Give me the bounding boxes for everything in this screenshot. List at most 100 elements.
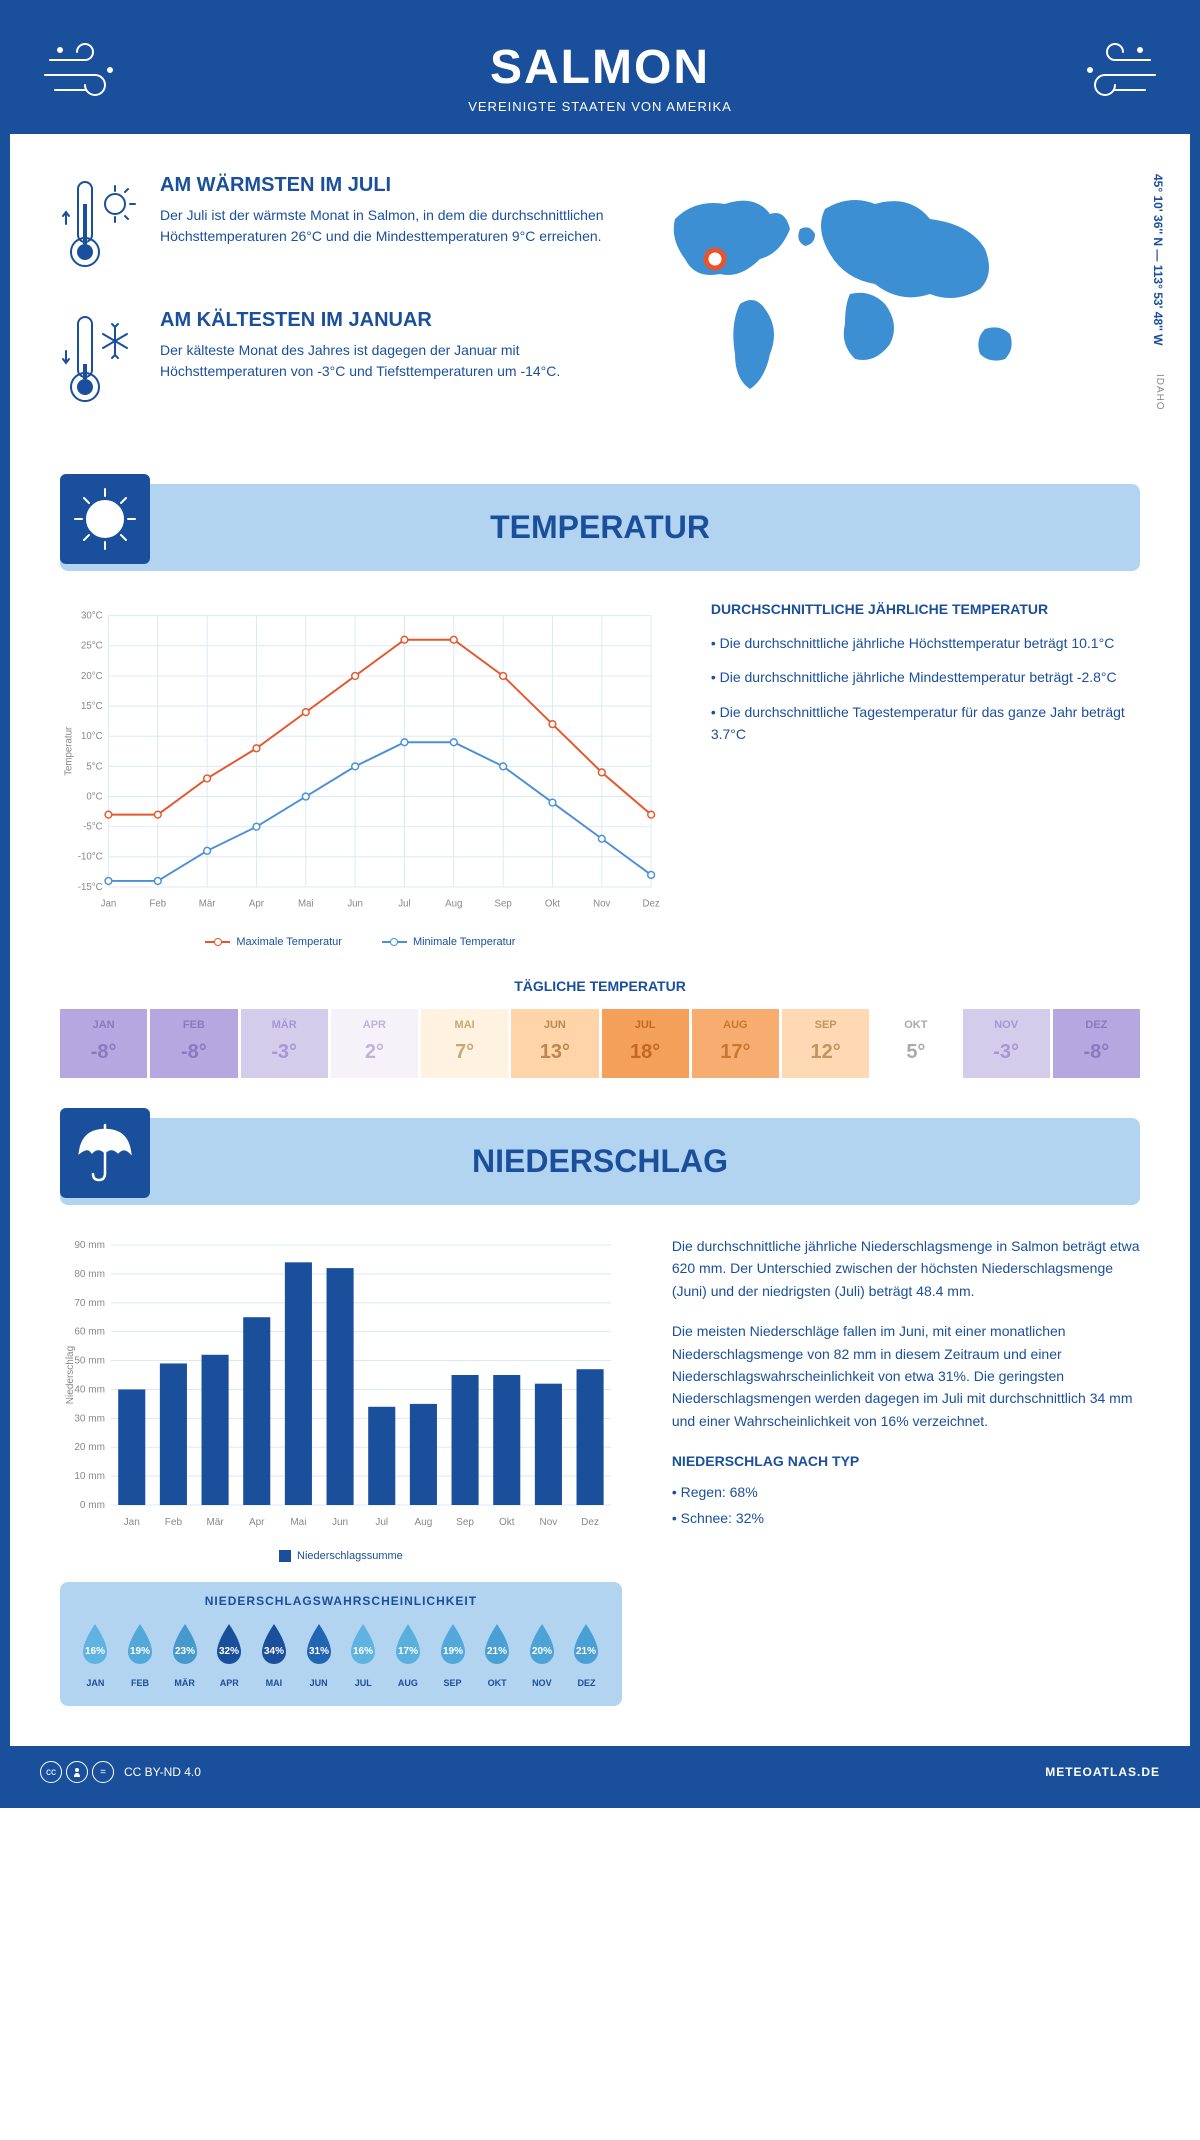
coldest-text: Der kälteste Monat des Jahres ist dagege… (160, 340, 605, 382)
wind-icon (40, 35, 130, 110)
svg-text:Sep: Sep (456, 1517, 474, 1528)
thermometer-hot-icon (60, 174, 140, 279)
daily-temp-cell: NOV-3° (963, 1009, 1050, 1078)
sun-icon (60, 474, 150, 564)
svg-text:20 mm: 20 mm (74, 1442, 105, 1453)
svg-text:30 mm: 30 mm (74, 1413, 105, 1424)
svg-text:Feb: Feb (149, 898, 166, 909)
svg-text:Nov: Nov (593, 898, 610, 909)
daily-temp-cell: FEB-8° (150, 1009, 237, 1078)
daily-temp-title: TÄGLICHE TEMPERATUR (60, 978, 1140, 994)
svg-text:20%: 20% (532, 1646, 552, 1657)
svg-text:34%: 34% (264, 1646, 284, 1657)
probability-drop: 31%JUN (298, 1620, 339, 1688)
svg-text:10°C: 10°C (81, 731, 103, 742)
svg-text:23%: 23% (175, 1646, 195, 1657)
temp-section-title: TEMPERATUR (490, 509, 710, 546)
header: SALMON VEREINIGTE STAATEN VON AMERIKA (10, 10, 1190, 134)
daily-temp-cell: SEP12° (782, 1009, 869, 1078)
svg-text:Jan: Jan (101, 898, 117, 909)
legend-precip: Niederschlagssumme (279, 1550, 403, 1562)
svg-text:Nov: Nov (540, 1517, 558, 1528)
probability-drop: 16%JAN (75, 1620, 116, 1688)
svg-text:32%: 32% (219, 1646, 239, 1657)
svg-text:50 mm: 50 mm (74, 1356, 105, 1367)
probability-drop: 32%APR (209, 1620, 250, 1688)
svg-text:Dez: Dez (643, 898, 660, 909)
svg-text:31%: 31% (309, 1646, 329, 1657)
probability-drop: 23%MÄR (164, 1620, 205, 1688)
svg-text:Okt: Okt (499, 1517, 515, 1528)
wind-icon (1070, 35, 1160, 110)
svg-text:Aug: Aug (415, 1517, 433, 1528)
precip-section-title: NIEDERSCHLAG (472, 1143, 728, 1180)
probability-drop: 16%JUL (343, 1620, 384, 1688)
daily-temp-grid: JAN-8°FEB-8°MÄR-3°APR2°MAI7°JUN13°JUL18°… (60, 1009, 1140, 1078)
svg-text:20°C: 20°C (81, 671, 103, 682)
cc-icons: cc = (40, 1761, 114, 1783)
svg-text:10 mm: 10 mm (74, 1471, 105, 1482)
daily-temp-cell: JAN-8° (60, 1009, 147, 1078)
coldest-fact: AM KÄLTESTEN IM JANUAR Der kälteste Mona… (60, 309, 605, 414)
daily-temp-cell: JUN13° (511, 1009, 598, 1078)
svg-text:Jun: Jun (347, 898, 363, 909)
site-name: METEOATLAS.DE (1045, 1765, 1160, 1779)
daily-temp-cell: OKT5° (872, 1009, 959, 1078)
warmest-text: Der Juli ist der wärmste Monat in Salmon… (160, 205, 605, 247)
probability-drop: 19%FEB (120, 1620, 161, 1688)
svg-text:Aug: Aug (445, 898, 462, 909)
svg-text:5°C: 5°C (86, 761, 102, 772)
license-text: CC BY-ND 4.0 (124, 1765, 201, 1779)
daily-temp-cell: MAI7° (421, 1009, 508, 1078)
svg-text:Sep: Sep (495, 898, 512, 909)
svg-text:Temperatur: Temperatur (64, 726, 75, 776)
svg-text:30°C: 30°C (81, 611, 103, 622)
legend-max: Maximale Temperatur (205, 936, 342, 948)
world-map: 45° 10' 36'' N — 113° 53' 48'' W IDAHO (645, 174, 1140, 409)
svg-text:Feb: Feb (165, 1517, 183, 1528)
svg-text:60 mm: 60 mm (74, 1327, 105, 1338)
svg-text:Niederschlag: Niederschlag (65, 1346, 76, 1404)
thermometer-cold-icon (60, 309, 140, 414)
temp-info: DURCHSCHNITTLICHE JÄHRLICHE TEMPERATUR •… (711, 601, 1140, 948)
country-subtitle: VEREINIGTE STAATEN VON AMERIKA (30, 99, 1170, 114)
probability-drop: 34%MAI (254, 1620, 295, 1688)
probability-drop: 21%OKT (477, 1620, 518, 1688)
svg-text:16%: 16% (85, 1646, 105, 1657)
svg-text:Jan: Jan (124, 1517, 140, 1528)
warmest-fact: AM WÄRMSTEN IM JULI Der Juli ist der wär… (60, 174, 605, 279)
probability-drop: 17%AUG (388, 1620, 429, 1688)
coordinates: 45° 10' 36'' N — 113° 53' 48'' W (1151, 174, 1165, 345)
daily-temp-cell: APR2° (331, 1009, 418, 1078)
precipitation-bar-chart: 0 mm 10 mm 20 mm 30 mm 40 mm 50 mm 60 mm 70 mm 8… (60, 1235, 622, 1535)
svg-text:70 mm: 70 mm (74, 1298, 105, 1309)
svg-text:Jun: Jun (332, 1517, 348, 1528)
svg-text:90 mm: 90 mm (74, 1240, 105, 1251)
svg-text:17%: 17% (398, 1646, 418, 1657)
svg-text:Jul: Jul (398, 898, 410, 909)
svg-text:21%: 21% (576, 1646, 596, 1657)
svg-text:Mai: Mai (298, 898, 314, 909)
precipitation-banner: NIEDERSCHLAG (60, 1118, 1140, 1205)
svg-text:0°C: 0°C (86, 791, 102, 802)
precip-info: Die durchschnittliche jährliche Niedersc… (672, 1235, 1140, 1706)
svg-text:-5°C: -5°C (83, 822, 102, 833)
svg-text:0 mm: 0 mm (80, 1500, 105, 1511)
svg-text:80 mm: 80 mm (74, 1269, 105, 1280)
svg-text:-10°C: -10°C (78, 852, 103, 863)
probability-drop: 19%SEP (432, 1620, 473, 1688)
svg-text:21%: 21% (487, 1646, 507, 1657)
probability-drop: 21%DEZ (566, 1620, 607, 1688)
svg-text:Mär: Mär (199, 898, 216, 909)
svg-text:Mai: Mai (290, 1517, 306, 1528)
state-label: IDAHO (1154, 374, 1165, 411)
umbrella-icon (60, 1108, 150, 1198)
legend-min: Minimale Temperatur (382, 936, 516, 948)
svg-text:19%: 19% (443, 1646, 463, 1657)
svg-text:40 mm: 40 mm (74, 1384, 105, 1395)
footer: cc = CC BY-ND 4.0 METEOATLAS.DE (10, 1746, 1190, 1798)
temperature-banner: TEMPERATUR (60, 484, 1140, 571)
daily-temp-cell: AUG17° (692, 1009, 779, 1078)
svg-text:Apr: Apr (249, 1517, 265, 1528)
svg-text:Dez: Dez (581, 1517, 599, 1528)
